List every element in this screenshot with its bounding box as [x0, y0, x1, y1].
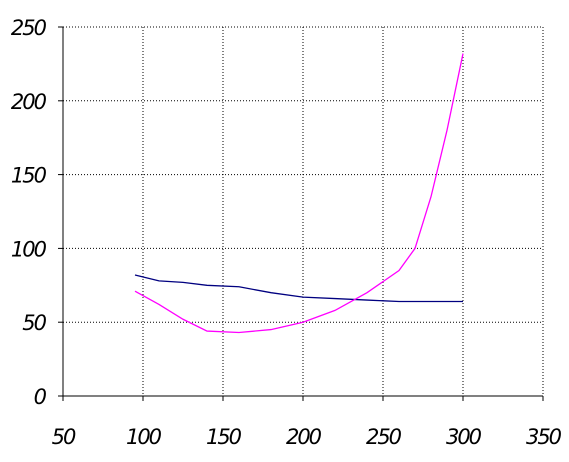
y-tick-label: 0: [34, 385, 47, 409]
x-tick-label: 300: [446, 425, 482, 449]
y-tick-label: 250: [11, 16, 47, 40]
y-tick-label: 50: [22, 311, 46, 335]
y-tick-label: 150: [11, 164, 47, 188]
x-tick-label: 350: [526, 425, 562, 449]
x-tick-label: 150: [206, 425, 242, 449]
x-tick-label: 250: [366, 425, 402, 449]
data-line: [134, 53, 464, 334]
data-line: [134, 274, 463, 303]
y-tick-label: 100: [11, 237, 47, 261]
y-tick-label: 200: [11, 90, 47, 114]
x-tick-label: 200: [286, 425, 322, 449]
x-tick-label: 100: [126, 425, 162, 449]
x-tick-label: 50: [52, 425, 76, 449]
